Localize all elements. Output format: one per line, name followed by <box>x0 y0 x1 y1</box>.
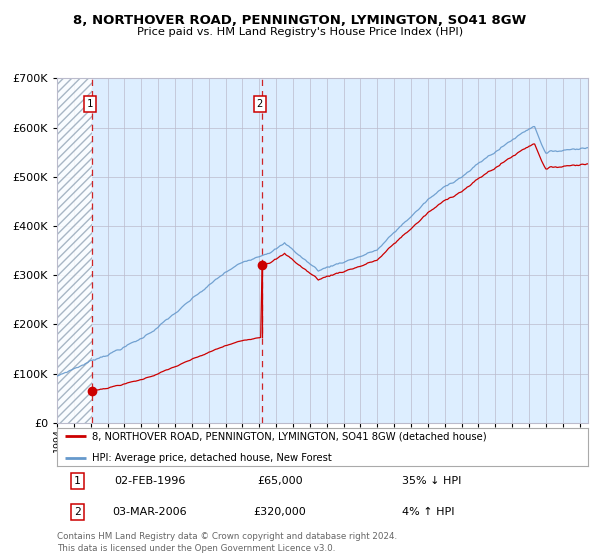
Text: 4% ↑ HPI: 4% ↑ HPI <box>402 507 455 517</box>
Text: 02-FEB-1996: 02-FEB-1996 <box>114 476 185 486</box>
Bar <box>57 78 92 423</box>
Text: 2: 2 <box>256 99 263 109</box>
Text: 35% ↓ HPI: 35% ↓ HPI <box>402 476 461 486</box>
Text: 03-MAR-2006: 03-MAR-2006 <box>113 507 187 517</box>
Text: 2: 2 <box>74 507 80 517</box>
Text: HPI: Average price, detached house, New Forest: HPI: Average price, detached house, New … <box>92 452 331 463</box>
Text: £65,000: £65,000 <box>257 476 303 486</box>
Text: 1: 1 <box>74 476 80 486</box>
Text: 8, NORTHOVER ROAD, PENNINGTON, LYMINGTON, SO41 8GW: 8, NORTHOVER ROAD, PENNINGTON, LYMINGTON… <box>73 14 527 27</box>
Text: Price paid vs. HM Land Registry's House Price Index (HPI): Price paid vs. HM Land Registry's House … <box>137 27 463 38</box>
Text: £320,000: £320,000 <box>254 507 307 517</box>
Text: Contains HM Land Registry data © Crown copyright and database right 2024.
This d: Contains HM Land Registry data © Crown c… <box>57 532 397 553</box>
Text: 1: 1 <box>86 99 93 109</box>
Text: 8, NORTHOVER ROAD, PENNINGTON, LYMINGTON, SO41 8GW (detached house): 8, NORTHOVER ROAD, PENNINGTON, LYMINGTON… <box>92 431 486 441</box>
